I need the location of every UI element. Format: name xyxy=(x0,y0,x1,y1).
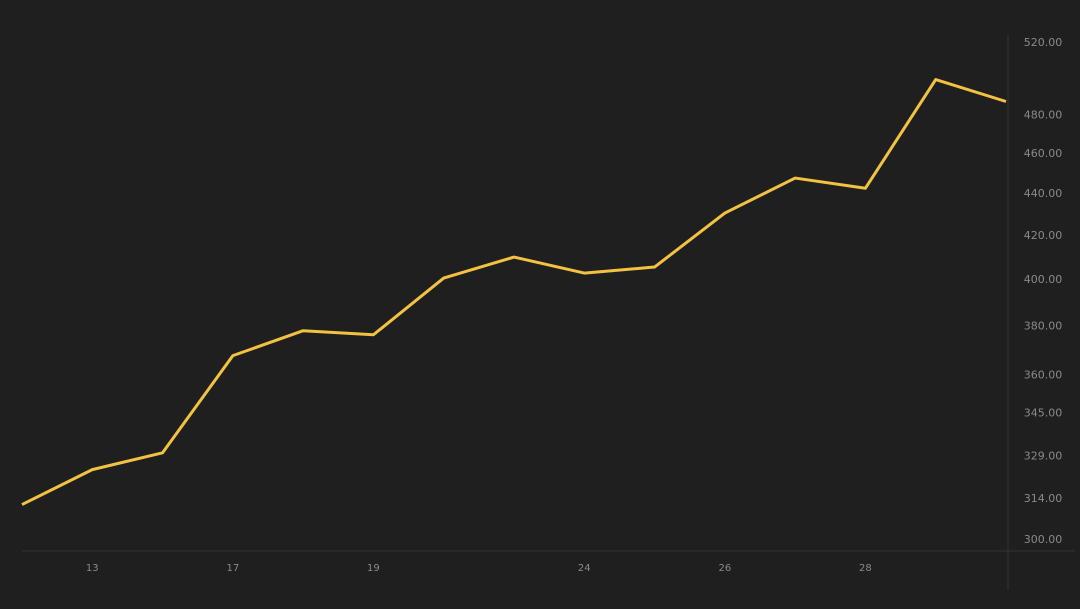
y-tick-label: 520.00 xyxy=(1024,36,1063,49)
y-tick-label: 460.00 xyxy=(1024,147,1063,160)
x-tick-label: 13 xyxy=(86,563,99,574)
x-tick-label: 26 xyxy=(718,563,731,574)
y-tick-label: 360.00 xyxy=(1024,368,1063,381)
y-tick-label: 300.00 xyxy=(1024,533,1063,546)
y-tick-label: 440.00 xyxy=(1024,187,1063,200)
x-tick-label: 19 xyxy=(367,563,380,574)
x-tick-label: 28 xyxy=(859,563,872,574)
y-tick-label: 400.00 xyxy=(1024,273,1063,286)
y-tick-label: 380.00 xyxy=(1024,319,1063,332)
y-tick-label: 345.00 xyxy=(1024,407,1063,420)
price-line xyxy=(21,78,1007,506)
x-tick-label: 24 xyxy=(578,563,591,574)
y-tick-label: 314.00 xyxy=(1024,492,1063,505)
y-tick-label: 480.00 xyxy=(1024,108,1063,121)
y-tick-label: 420.00 xyxy=(1024,229,1063,242)
y-tick-label: 329.00 xyxy=(1024,450,1063,463)
x-tick-label: 17 xyxy=(226,563,239,574)
